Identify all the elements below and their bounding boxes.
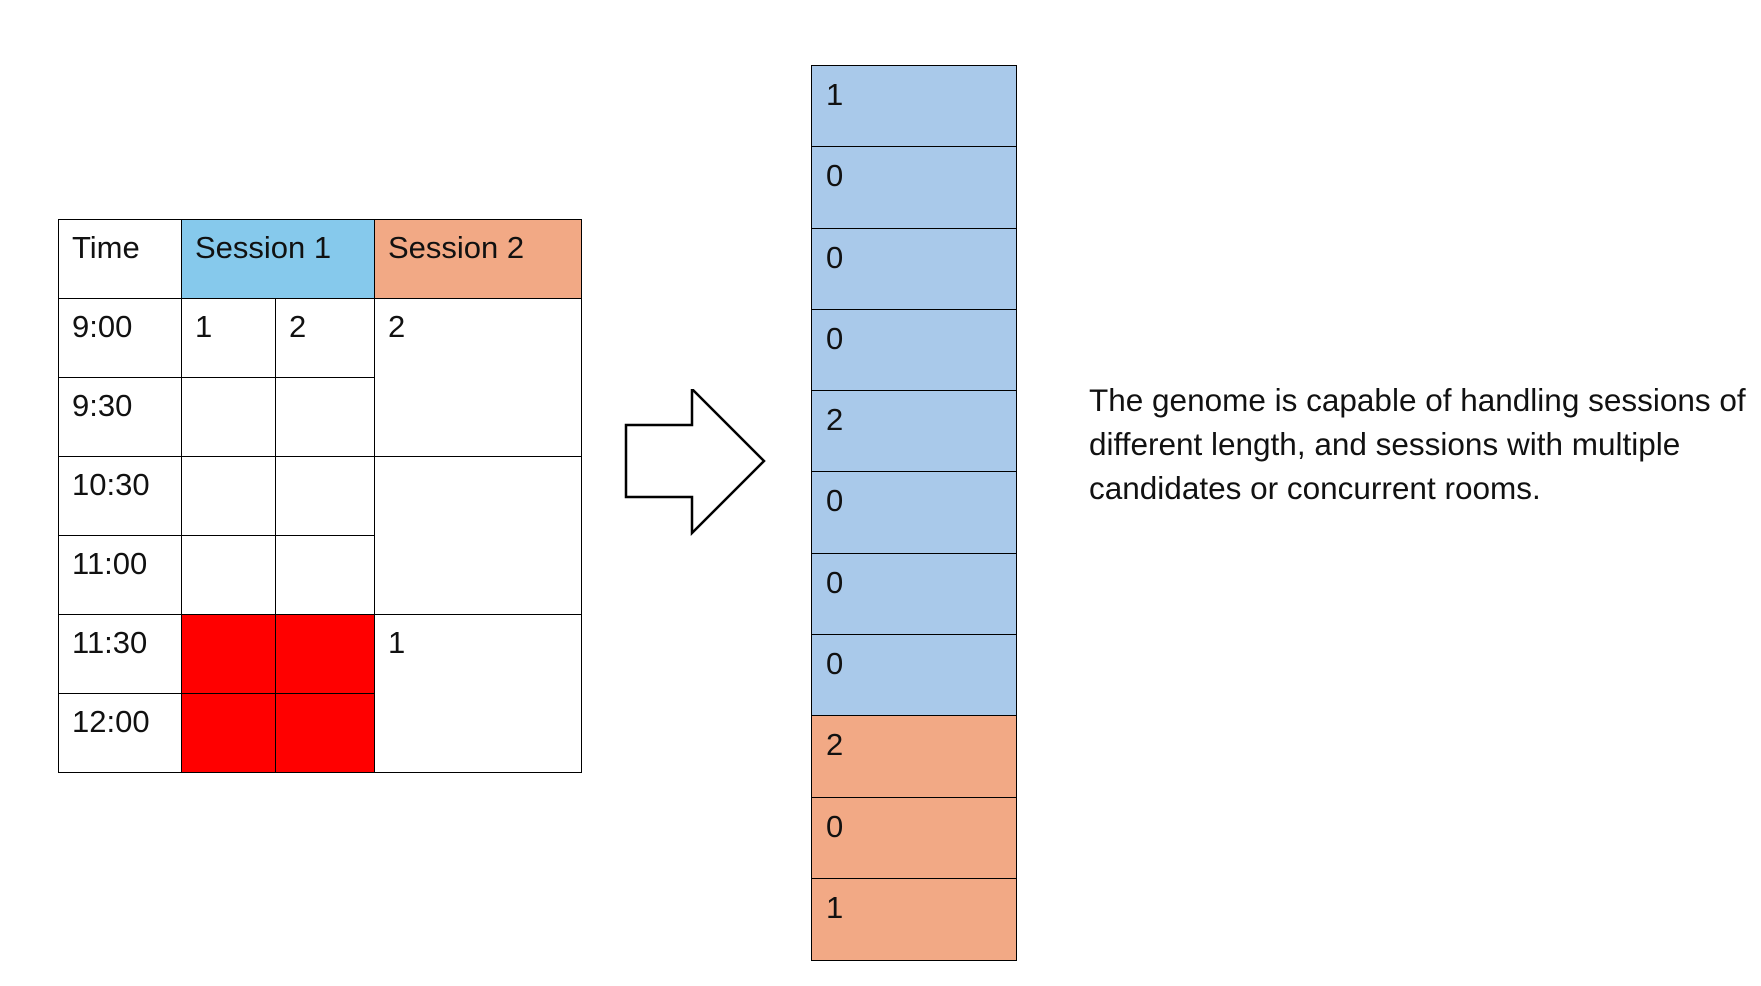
header-time: Time bbox=[58, 219, 182, 299]
session-1-cell bbox=[181, 377, 276, 457]
timetable: Time Session 1 Session 2 9:00 1 2 2 9:30… bbox=[58, 219, 582, 773]
genome-cell: 0 bbox=[812, 228, 1016, 310]
session-1-cell bbox=[275, 535, 375, 615]
right-arrow-icon bbox=[624, 389, 766, 537]
session-1-cell: 1 bbox=[181, 298, 276, 378]
session-1-cell bbox=[275, 377, 375, 457]
genome-cell: 0 bbox=[812, 309, 1016, 392]
time-cell: 11:30 bbox=[58, 614, 182, 694]
session-1-cell: 2 bbox=[275, 298, 375, 378]
blocked-cell bbox=[181, 693, 276, 773]
time-cell: 10:30 bbox=[58, 456, 182, 536]
session-1-cell bbox=[181, 456, 276, 536]
session-1-cell bbox=[275, 456, 375, 536]
genome-cell: 0 bbox=[812, 553, 1016, 636]
genome-cell: 1 bbox=[812, 66, 1016, 148]
time-cell: 9:30 bbox=[58, 377, 182, 457]
genome-cell: 0 bbox=[812, 635, 1016, 717]
blocked-cell bbox=[275, 614, 375, 694]
session-1-cell bbox=[181, 535, 276, 615]
session-2-block: 1 bbox=[374, 614, 582, 773]
genome-caption: The genome is capable of handling sessio… bbox=[1089, 382, 1746, 506]
session-2-block: 2 bbox=[374, 298, 582, 457]
genome-cell: 0 bbox=[812, 147, 1016, 229]
time-cell: 11:00 bbox=[58, 535, 182, 615]
genome-cell: 1 bbox=[812, 878, 1016, 961]
genome-cell: 2 bbox=[812, 391, 1016, 473]
session-2-block bbox=[374, 456, 582, 615]
header-session-2: Session 2 bbox=[374, 219, 582, 299]
blocked-cell bbox=[275, 693, 375, 773]
genome-cell: 2 bbox=[812, 716, 1016, 798]
genome-cell: 0 bbox=[812, 472, 1016, 554]
genome-cell: 0 bbox=[812, 797, 1016, 879]
header-session-1: Session 1 bbox=[181, 219, 375, 299]
blocked-cell bbox=[181, 614, 276, 694]
time-cell: 9:00 bbox=[58, 298, 182, 378]
time-cell: 12:00 bbox=[58, 693, 182, 773]
